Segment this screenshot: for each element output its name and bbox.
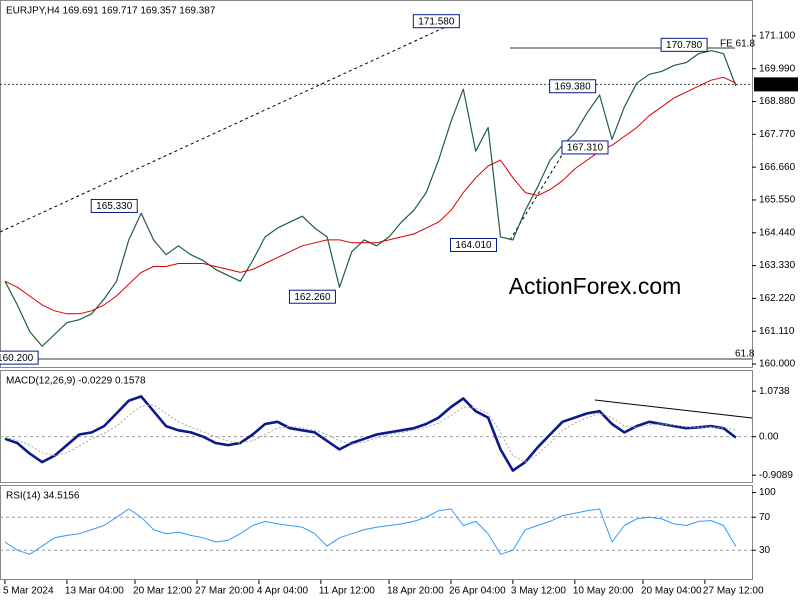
annotation-label: 171.580 [418, 16, 455, 27]
annotation-label: 167.310 [567, 143, 604, 154]
x-tick-label: 20 May 04:00 [641, 586, 702, 597]
y-tick-label: 30 [759, 545, 771, 556]
y-tick-label: 165.550 [759, 195, 796, 206]
y-tick-label: 167.770 [759, 129, 796, 140]
y-tick-label: 1.0738 [759, 386, 790, 397]
y-tick-label: 162.220 [759, 293, 796, 304]
price-badge [754, 77, 798, 92]
y-tick-label: 70 [759, 512, 771, 523]
x-tick-label: 11 Apr 12:00 [319, 586, 375, 597]
price-badge-label: 169.460 [757, 79, 794, 90]
annotation-label: 164.010 [455, 240, 492, 251]
annotation-label: 169.380 [555, 81, 592, 92]
y-tick-label: 166.660 [759, 162, 796, 173]
price-panel [0, 0, 753, 368]
y-tick-label: 161.110 [759, 326, 795, 337]
x-tick-label: 18 Apr 20:00 [387, 586, 444, 597]
y-tick-label: 0.00 [759, 431, 779, 442]
rsi-panel [0, 485, 753, 580]
x-tick-label: 3 May 12:00 [511, 586, 566, 597]
x-tick-label: 5 Mar 2024 [3, 586, 54, 597]
y-tick-label: 100 [759, 487, 776, 498]
divergence-line [594, 399, 753, 419]
panel-title: RSI(14) 34.5156 [6, 491, 80, 502]
trendline [0, 23, 453, 233]
annotation-label: 162.260 [294, 292, 331, 303]
x-tick-label: 26 Apr 04:00 [449, 586, 506, 597]
annotation-label: 170.780 [666, 40, 703, 51]
series-line [4, 508, 737, 555]
x-tick-label: 10 May 20:00 [573, 586, 634, 597]
annotation-label: 160.200 [0, 353, 34, 364]
panel-title: EURJPY,H4 169.691 169.717 169.357 169.38… [6, 6, 216, 17]
annotation-label: 165.330 [96, 201, 133, 212]
level-label: 61.8 [735, 349, 755, 360]
fe-label: FE 61.8 [720, 39, 755, 50]
y-tick-label: 169.990 [759, 63, 796, 74]
annotation-box [288, 289, 336, 304]
y-tick-label: -0.9089 [759, 470, 793, 481]
annotation-box [90, 198, 138, 213]
y-tick-label: 168.880 [759, 96, 796, 107]
x-tick-label: 27 May 12:00 [703, 586, 764, 597]
x-tick-label: 13 Mar 04:00 [65, 586, 124, 597]
series-line [4, 395, 737, 472]
y-tick-label: 160.000 [759, 359, 796, 370]
x-tick-label: 27 Mar 20:00 [195, 586, 254, 597]
annotation-box [561, 140, 609, 155]
annotation-box [450, 237, 498, 252]
x-tick-label: 4 Apr 04:00 [257, 586, 309, 597]
watermark: ActionForex.com [509, 273, 682, 299]
annotation-box [412, 14, 460, 29]
series-line [4, 76, 737, 315]
annotation-box [0, 350, 39, 365]
y-tick-label: 164.440 [759, 227, 796, 238]
annotation-box [549, 79, 597, 94]
y-tick-label: 163.330 [759, 260, 796, 271]
y-tick-label: 171.100 [759, 31, 796, 42]
x-tick-label: 20 Mar 12:00 [133, 586, 192, 597]
panel-title: MACD(12,26,9) -0.0229 0.1578 [6, 376, 146, 387]
annotation-box [660, 37, 708, 52]
